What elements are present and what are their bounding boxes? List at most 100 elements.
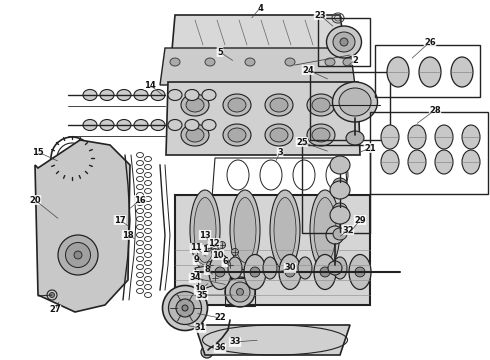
Ellipse shape [168,120,182,131]
Ellipse shape [320,267,330,277]
Polygon shape [175,195,370,305]
Ellipse shape [312,98,330,112]
Ellipse shape [134,120,148,131]
Ellipse shape [333,257,347,279]
Polygon shape [35,140,130,312]
Text: 23: 23 [314,10,326,19]
Ellipse shape [435,150,453,174]
Ellipse shape [185,120,199,131]
Ellipse shape [312,128,330,142]
Text: 30: 30 [284,264,296,273]
Text: 5: 5 [217,48,223,57]
Polygon shape [166,82,360,155]
Text: 16: 16 [134,195,146,204]
Ellipse shape [307,124,335,146]
Ellipse shape [202,90,216,100]
Ellipse shape [325,58,335,66]
Text: 18: 18 [122,230,134,239]
Text: 2: 2 [352,55,358,64]
Ellipse shape [151,90,165,100]
Ellipse shape [74,251,82,259]
Ellipse shape [181,94,209,116]
Ellipse shape [270,190,300,270]
Text: 11: 11 [190,243,202,252]
Ellipse shape [340,38,348,46]
Ellipse shape [168,90,182,100]
Ellipse shape [225,277,255,307]
Ellipse shape [333,203,347,215]
Ellipse shape [226,261,234,269]
Ellipse shape [223,94,251,116]
Text: 8: 8 [204,266,210,275]
Ellipse shape [314,255,336,289]
Ellipse shape [435,125,453,149]
Text: 13: 13 [199,230,211,239]
Ellipse shape [330,206,350,224]
Ellipse shape [100,90,114,100]
Ellipse shape [206,261,214,269]
Text: 36: 36 [214,343,226,352]
Ellipse shape [219,242,225,248]
Ellipse shape [186,98,204,112]
Ellipse shape [67,153,77,163]
Ellipse shape [186,128,204,142]
Text: 31: 31 [194,324,206,333]
Ellipse shape [223,124,251,146]
Ellipse shape [202,120,216,131]
Ellipse shape [307,94,335,116]
Text: 24: 24 [302,66,314,75]
Ellipse shape [250,267,260,277]
Ellipse shape [182,305,188,311]
Text: 26: 26 [424,37,436,46]
Text: 28: 28 [429,105,441,114]
Bar [375,45,480,97]
Ellipse shape [209,255,231,289]
Bar [302,145,370,233]
Ellipse shape [355,267,365,277]
Ellipse shape [314,198,336,262]
Ellipse shape [326,26,362,58]
Ellipse shape [176,299,194,317]
Ellipse shape [270,128,288,142]
Ellipse shape [190,190,220,270]
Text: 25: 25 [296,138,308,147]
Bar [310,72,390,140]
Ellipse shape [230,190,260,270]
Text: 32: 32 [342,225,354,234]
Ellipse shape [134,90,148,100]
Ellipse shape [285,267,295,277]
Ellipse shape [201,346,213,358]
Text: 35: 35 [196,291,208,300]
Ellipse shape [228,257,242,279]
Ellipse shape [346,131,364,145]
Ellipse shape [333,228,347,240]
Ellipse shape [170,58,180,66]
Ellipse shape [117,120,131,131]
Ellipse shape [117,90,131,100]
Ellipse shape [349,255,371,289]
Ellipse shape [451,57,473,87]
Ellipse shape [230,282,250,302]
Ellipse shape [204,244,212,252]
Ellipse shape [244,255,266,289]
Ellipse shape [333,178,347,190]
Ellipse shape [212,248,219,256]
Ellipse shape [49,292,54,297]
Ellipse shape [58,235,98,275]
Ellipse shape [333,82,377,122]
Ellipse shape [83,120,97,131]
Text: 12: 12 [208,239,220,248]
Ellipse shape [285,58,295,66]
Ellipse shape [310,190,340,270]
Ellipse shape [194,198,216,262]
Text: 29: 29 [354,216,366,225]
Ellipse shape [408,150,426,174]
Ellipse shape [231,248,239,256]
Ellipse shape [151,120,165,131]
Text: 19: 19 [194,285,206,294]
Bar [370,112,488,194]
Bar [225,278,255,306]
Ellipse shape [237,288,244,296]
Ellipse shape [381,125,399,149]
Ellipse shape [265,94,293,116]
